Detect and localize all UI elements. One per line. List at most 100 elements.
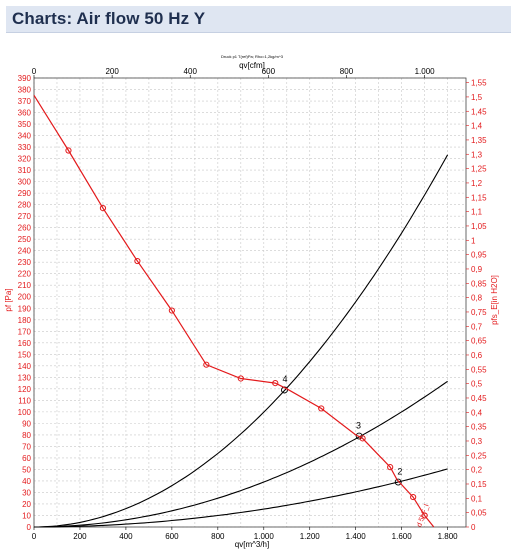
top-tick-label: 1.000 xyxy=(415,67,436,76)
y-tick-label: 130 xyxy=(18,373,32,382)
y-tick-label: 360 xyxy=(18,109,32,118)
x-tick-label: 1.600 xyxy=(392,532,413,541)
right-tick-label: 1,55 xyxy=(471,79,487,88)
system-curve-4 xyxy=(34,154,449,528)
fan-curve-marker xyxy=(272,379,279,387)
y-tick-label: 120 xyxy=(18,385,32,394)
y-tick-label: 390 xyxy=(18,74,32,83)
y-tick-label: 370 xyxy=(18,97,32,106)
fan-curve-marker xyxy=(65,147,72,154)
right-tick-label: 1,1 xyxy=(471,208,483,217)
y-tick-label: 20 xyxy=(22,500,31,509)
right-tick-label: 0,5 xyxy=(471,380,483,389)
system-curve-3 xyxy=(34,380,448,528)
y-tick-label: 160 xyxy=(18,339,32,348)
right-tick-label: 0,3 xyxy=(471,437,483,446)
x-tick-label: 800 xyxy=(211,532,225,541)
y-tick-label: 80 xyxy=(22,431,31,440)
y-tick-label: 190 xyxy=(18,304,32,313)
x-tick-label: 200 xyxy=(73,532,87,541)
top-tick-label: 800 xyxy=(340,67,354,76)
right-tick-label: 1,25 xyxy=(471,165,487,174)
fan-curve xyxy=(33,94,435,528)
top-tick-label: 600 xyxy=(262,67,276,76)
right-tick-label: 0 xyxy=(471,523,476,532)
fan-curve-marker xyxy=(410,493,417,501)
right-axis-label: pfs_E[in H2O] xyxy=(490,275,499,325)
fan-curve-marker xyxy=(359,435,366,442)
y-tick-label: 330 xyxy=(18,143,32,152)
y-tick-label: 260 xyxy=(18,224,32,233)
top-tick-label: 0 xyxy=(32,67,37,76)
x-tick-label: 600 xyxy=(165,532,179,541)
x-tick-label: 1.400 xyxy=(346,532,367,541)
x-tick-label: 1.000 xyxy=(254,532,275,541)
right-tick-label: 0,85 xyxy=(471,279,487,288)
fan-curve-marker xyxy=(203,361,210,368)
right-tick-label: 1,3 xyxy=(471,150,483,159)
y-tick-label: 350 xyxy=(18,120,32,129)
fan-curve-marker xyxy=(237,375,244,382)
right-tick-label: 1,2 xyxy=(471,179,483,188)
y-tick-label: 230 xyxy=(18,258,32,267)
y-tick-label: 290 xyxy=(18,189,32,198)
y-tick-label: 140 xyxy=(18,362,32,371)
annotation-label: 3 xyxy=(356,420,361,430)
system-curves xyxy=(34,154,449,528)
y-tick-label: 200 xyxy=(18,293,32,302)
right-tick-label: 1,4 xyxy=(471,122,483,131)
system-curve-2 xyxy=(34,468,448,528)
fan-curve-marker xyxy=(387,464,394,471)
right-tick-label: 0,35 xyxy=(471,423,487,432)
y-tick-label: 280 xyxy=(18,201,32,210)
right-tick-label: 0,8 xyxy=(471,294,483,303)
top-tick-label: 400 xyxy=(184,67,198,76)
operating-point-2 xyxy=(394,478,402,486)
right-tick-label: 1,35 xyxy=(471,136,487,145)
chart-subtitle: Druck p1 T(ref)Pa; Rho=1,2kg/m^3 xyxy=(221,54,284,59)
y-tick-label: 300 xyxy=(18,178,32,187)
right-tick-label: 0,95 xyxy=(471,251,487,260)
header-bar: Charts: Air flow 50 Hz Y xyxy=(6,6,511,33)
right-tick-label: 0,15 xyxy=(471,480,487,489)
right-tick-label: 0,1 xyxy=(471,494,483,503)
x-tick-label: 1.200 xyxy=(300,532,321,541)
y-tick-label: 30 xyxy=(22,488,31,497)
y-tick-label: 90 xyxy=(22,419,31,428)
right-tick-label: 0,2 xyxy=(471,466,483,475)
right-tick-label: 0,45 xyxy=(471,394,487,403)
top-axis-label: qv[cfm] xyxy=(239,61,265,70)
x-tick-label: 400 xyxy=(119,532,133,541)
annotation-label: 4 xyxy=(282,374,287,384)
y-tick-label: 60 xyxy=(22,454,31,463)
bottom-axis-label: qv[m^3/h] xyxy=(235,540,269,549)
right-tick-label: 0,6 xyxy=(471,351,483,360)
annotation-label: 2 xyxy=(397,466,402,476)
right-tick-label: 0,4 xyxy=(471,408,483,417)
y-tick-label: 150 xyxy=(18,350,32,359)
y-tick-label: 250 xyxy=(18,235,32,244)
page-title: Charts: Air flow 50 Hz Y xyxy=(12,9,206,28)
y-tick-label: 310 xyxy=(18,166,32,175)
y-tick-label: 220 xyxy=(18,270,32,279)
right-tick-label: 1,15 xyxy=(471,193,487,202)
grid-layer xyxy=(33,77,467,528)
right-tick-label: 0,55 xyxy=(471,365,487,374)
fan-curve-layer xyxy=(33,94,435,528)
left-axis-label: pf [Pa] xyxy=(4,288,13,311)
y-tick-label: 180 xyxy=(18,316,32,325)
y-tick-label: 270 xyxy=(18,212,32,221)
y-tick-label: 110 xyxy=(18,396,31,405)
x-tick-label: 0 xyxy=(32,532,37,541)
y-tick-label: 380 xyxy=(18,86,32,95)
y-tick-label: 340 xyxy=(18,132,32,141)
top-tick-label: 200 xyxy=(105,67,119,76)
y-tick-label: 240 xyxy=(18,247,32,256)
y-tick-label: 320 xyxy=(18,155,32,164)
right-tick-label: 1 xyxy=(471,236,476,245)
x-tick-label: 1.800 xyxy=(438,532,459,541)
y-tick-label: 50 xyxy=(22,465,31,474)
right-tick-label: 1,05 xyxy=(471,222,487,231)
